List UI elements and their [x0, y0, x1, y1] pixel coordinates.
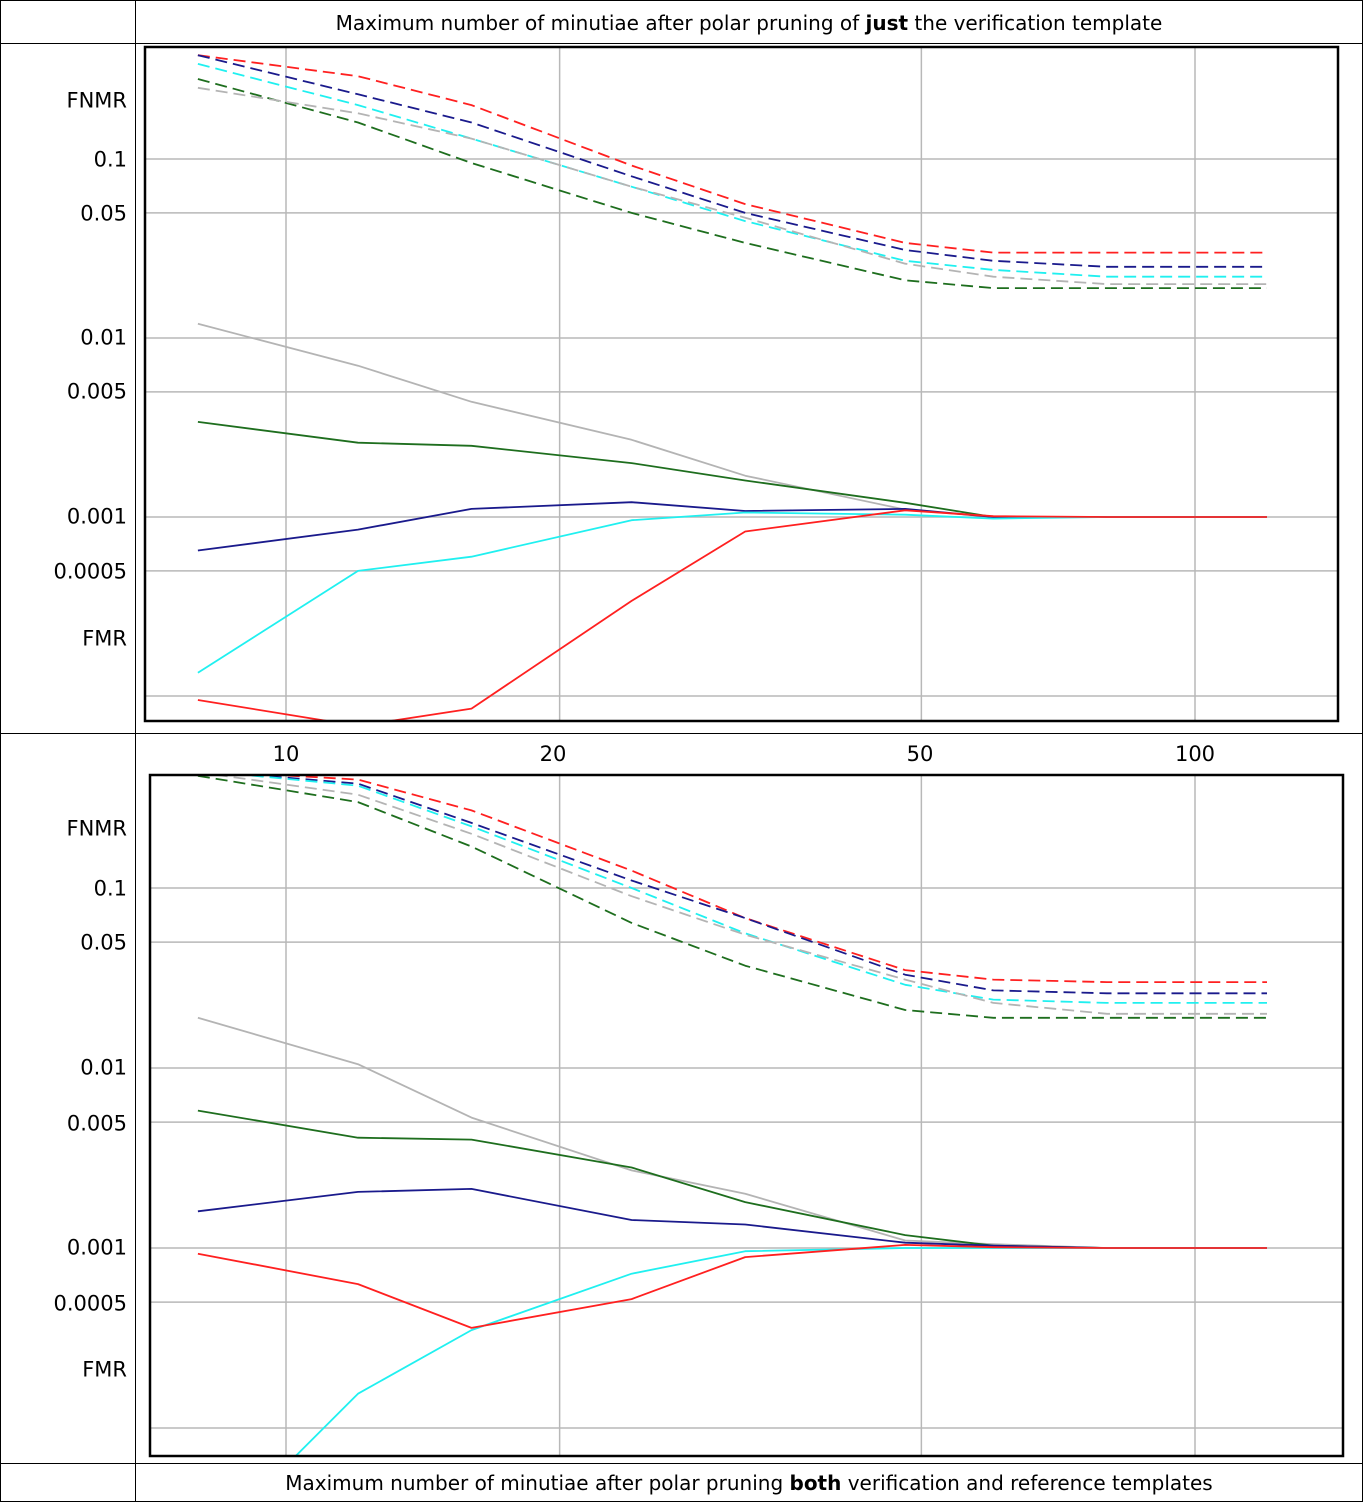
fmr-series-line: [197, 1016, 1267, 1249]
caption-bottom-bold: both: [789, 1471, 842, 1495]
y-tick-label: 0.05: [80, 930, 127, 955]
x-tick-label: 50: [906, 742, 934, 766]
fnmr-series-line: [197, 63, 1267, 278]
x-tick-label: 10: [272, 742, 300, 766]
fmr-series-line: [197, 511, 1267, 674]
y-tick-label: 0.01: [80, 1055, 127, 1080]
y-label-fmr: FMR: [82, 1357, 127, 1382]
table-row-divider-bottom: [0, 1463, 1363, 1464]
x-tick-label: 20: [539, 742, 567, 766]
plot-border: [148, 773, 1345, 1458]
fnmr-series-line: [197, 775, 1267, 1019]
y-label-fnmr: FNMR: [66, 88, 128, 113]
caption-bottom-suffix: verification and reference templates: [841, 1471, 1213, 1495]
y-tick-label: 0.01: [80, 325, 127, 350]
y-tick-label: 0.0005: [53, 559, 127, 584]
y-tick-label: 0.005: [66, 379, 127, 404]
table-row-divider-top: [0, 43, 1363, 44]
fnmr-series-line: [236, 775, 1267, 1004]
y-tick-label: 0.0005: [53, 1291, 127, 1316]
caption-bottom: Maximum number of minutiae after polar p…: [136, 1473, 1362, 1493]
fnmr-series-line: [197, 86, 1267, 286]
x-tick-label: 100: [1174, 742, 1216, 766]
fmr-series-line: [197, 421, 1267, 518]
fmr-series-line: [197, 1244, 1267, 1329]
y-tick-label: 0.1: [93, 147, 127, 172]
caption-top-bold: just: [865, 11, 909, 35]
caption-bottom-prefix: Maximum number of minutiae after polar p…: [285, 1471, 790, 1495]
y-tick-label: 0.005: [66, 1111, 127, 1136]
caption-top-suffix: the verification template: [908, 11, 1163, 35]
caption-top-prefix: Maximum number of minutiae after polar p…: [335, 11, 866, 35]
fmr-series-line: [197, 501, 1267, 552]
fmr-series-line: [197, 509, 1267, 721]
chart-plot-area: [150, 775, 1343, 1456]
fnmr-series-line: [211, 775, 1267, 1015]
table-row-divider-middle: [0, 733, 1363, 734]
table-column-divider: [135, 0, 136, 1502]
fnmr-series-line: [242, 775, 1267, 995]
y-tick-label: 0.001: [66, 504, 127, 529]
fmr-series-line: [197, 322, 1267, 518]
fnmr-series-line: [262, 775, 1267, 983]
fnmr-series-line: [197, 54, 1267, 268]
y-tick-label: 0.001: [66, 1235, 127, 1260]
fnmr-series-line: [197, 54, 1267, 254]
plot-border: [143, 45, 1340, 723]
fnmr-series-line: [197, 78, 1267, 290]
y-label-fnmr: FNMR: [66, 816, 128, 841]
caption-top: Maximum number of minutiae after polar p…: [136, 13, 1362, 33]
chart-plot-area: [145, 47, 1338, 721]
fmr-series-line: [197, 1109, 1267, 1249]
y-tick-label: 0.05: [80, 201, 127, 226]
fmr-series-line: [294, 1247, 1267, 1456]
y-tick-label: 0.1: [93, 876, 127, 901]
y-label-fmr: FMR: [82, 626, 127, 651]
